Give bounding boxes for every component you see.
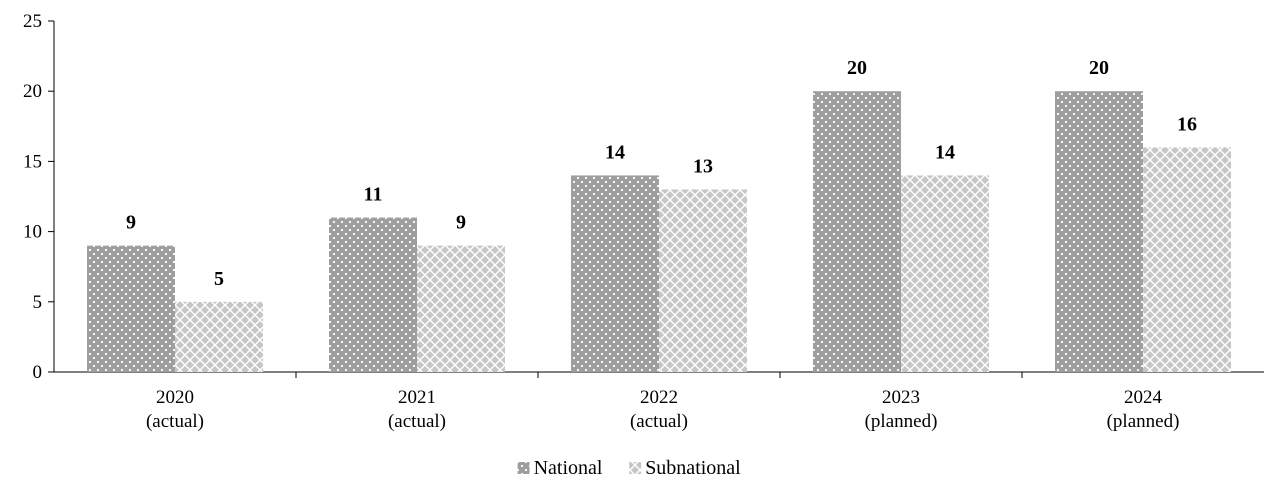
axes: 05101520252020(actual)2021(actual)2022(a… — [23, 11, 1264, 432]
x-tick-label: (actual) — [146, 411, 204, 432]
x-tick-label: 2023 — [882, 387, 920, 408]
legend-label-subnational: Subnational — [645, 457, 741, 479]
y-tick-label: 0 — [33, 362, 43, 383]
y-tick-label: 25 — [23, 11, 42, 32]
data-label: 5 — [214, 268, 224, 290]
legend-swatch-subnational — [629, 462, 642, 474]
y-tick-label: 5 — [33, 292, 43, 313]
bar-national — [329, 217, 417, 372]
x-tick-label: (actual) — [630, 411, 688, 432]
x-tick-label: (planned) — [1107, 411, 1180, 432]
bar-national — [813, 91, 901, 372]
data-label: 11 — [364, 184, 383, 206]
x-tick-label: (actual) — [388, 411, 446, 432]
data-label: 14 — [935, 141, 955, 163]
x-tick-label: 2024 — [1124, 387, 1163, 408]
y-tick-label: 20 — [23, 81, 42, 102]
data-label: 20 — [1089, 57, 1109, 79]
x-tick-label: (planned) — [865, 411, 938, 432]
data-label: 20 — [847, 57, 867, 79]
legend-swatch-national — [517, 462, 530, 474]
bar-subnational — [417, 245, 505, 372]
data-label: 16 — [1177, 113, 1197, 135]
bars — [87, 91, 1231, 372]
x-tick-label: 2021 — [398, 387, 436, 408]
x-tick-label: 2020 — [156, 387, 194, 408]
data-label: 14 — [605, 141, 625, 163]
legend: National Subnational — [517, 457, 741, 479]
y-tick-label: 15 — [23, 151, 42, 172]
bar-national — [87, 245, 175, 372]
bar-subnational — [659, 189, 747, 372]
legend-label-national: National — [534, 457, 603, 479]
data-labels: 9 11 14 20 20 5 9 13 14 16 — [126, 57, 1197, 290]
x-tick-label: 2022 — [640, 387, 678, 408]
data-label: 13 — [693, 155, 713, 177]
bar-subnational — [901, 175, 989, 372]
bar-national — [1055, 91, 1143, 372]
data-label: 9 — [126, 212, 136, 234]
bar-national — [571, 175, 659, 372]
bar-subnational — [1143, 147, 1231, 372]
bar-subnational — [175, 301, 263, 372]
data-label: 9 — [456, 212, 466, 234]
y-tick-label: 10 — [23, 222, 42, 243]
